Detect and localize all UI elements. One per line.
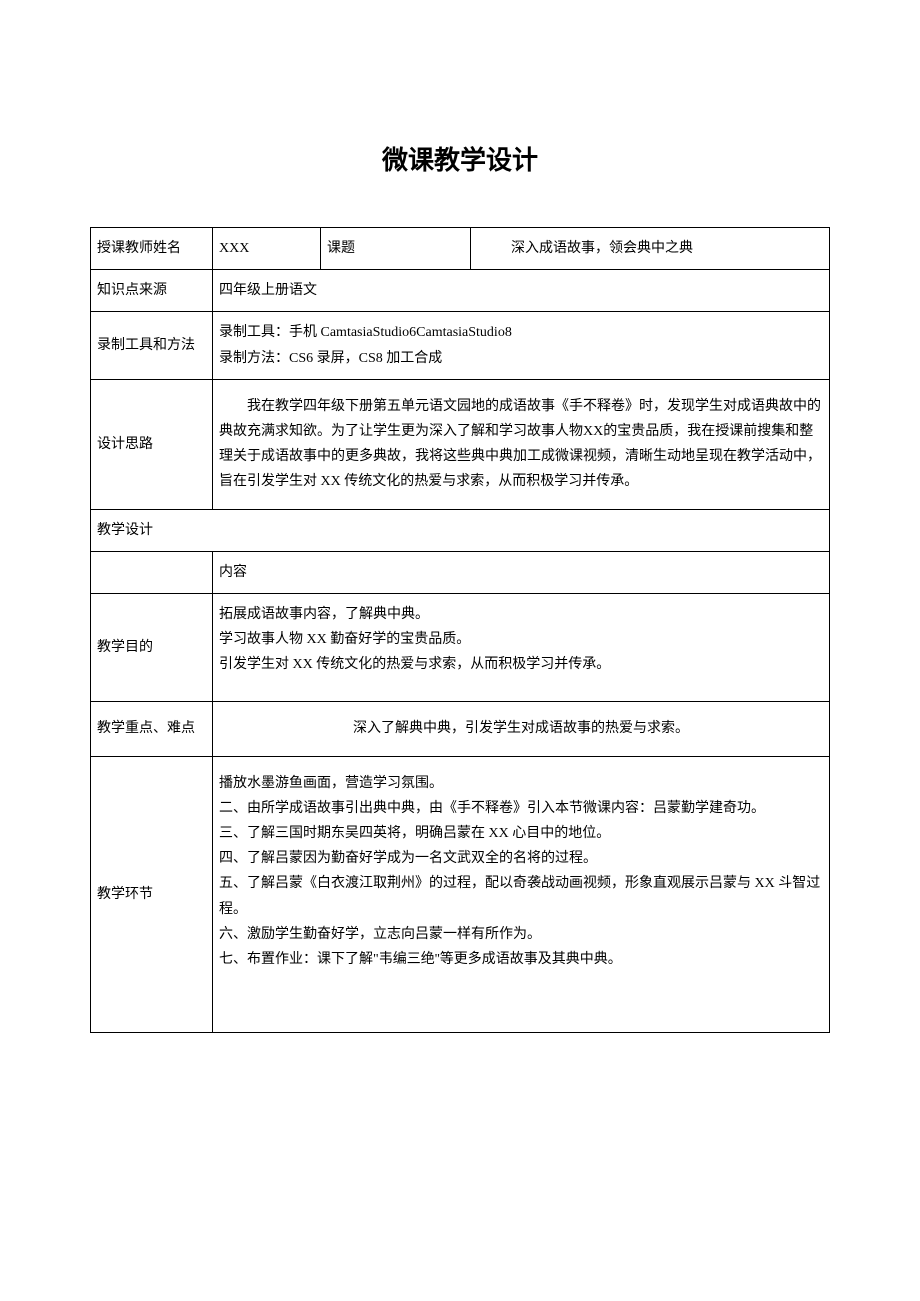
design-idea-label: 设计思路 (91, 379, 213, 509)
lesson-plan-table: 授课教师姓名 XXX 课题 深入成语故事，领会典中之典 知识点来源 四年级上册语… (90, 227, 830, 1033)
source-label: 知识点来源 (91, 270, 213, 312)
step-line7: 七、布置作业：课下了解"韦编三绝''等更多成语故事及其典中典。 (219, 947, 823, 972)
table-row: 教学重点、难点 深入了解典中典，引发学生对成语故事的热爱与求索。 (91, 702, 830, 756)
purpose-line1: 拓展成语故事内容，了解典中典。 (219, 602, 823, 627)
keypoint-label: 教学重点、难点 (91, 702, 213, 756)
teacher-name-value: XXX (213, 228, 321, 270)
purpose-value: 拓展成语故事内容，了解典中典。 学习故事人物 XX 勤奋好学的宝贵品质。 引发学… (213, 593, 830, 702)
purpose-line3: 引发学生对 XX 传统文化的热爱与求索，从而积极学习并传承。 (219, 652, 823, 677)
steps-label: 教学环节 (91, 756, 213, 1033)
tools-line1: 录制工具：手机 CamtasiaStudio6CamtasiaStudio8 (219, 320, 823, 345)
step-line6: 六、激励学生勤奋好学，立志向吕蒙一样有所作为。 (219, 922, 823, 947)
topic-value: 深入成语故事，领会典中之典 (471, 228, 830, 270)
content-header: 内容 (213, 551, 830, 593)
page-title: 微课教学设计 (90, 140, 830, 177)
steps-value: 播放水墨游鱼画面，营造学习氛围。 二、由所学成语故事引出典中典，由《手不释卷》引… (213, 756, 830, 1033)
table-row: 录制工具和方法 录制工具：手机 CamtasiaStudio6CamtasiaS… (91, 312, 830, 379)
table-row: 内容 (91, 551, 830, 593)
table-row: 教学环节 播放水墨游鱼画面，营造学习氛围。 二、由所学成语故事引出典中典，由《手… (91, 756, 830, 1033)
purpose-line2: 学习故事人物 XX 勤奋好学的宝贵品质。 (219, 627, 823, 652)
teaching-design-label: 教学设计 (91, 509, 213, 551)
table-row: 知识点来源 四年级上册语文 (91, 270, 830, 312)
topic-label: 课题 (321, 228, 471, 270)
design-idea-value: 我在教学四年级下册第五单元语文园地的成语故事《手不释卷》时，发现学生对成语典故中… (213, 379, 830, 509)
design-idea-text: 我在教学四年级下册第五单元语文园地的成语故事《手不释卷》时，发现学生对成语典故中… (219, 394, 823, 495)
teacher-name-label: 授课教师姓名 (91, 228, 213, 270)
purpose-label: 教学目的 (91, 593, 213, 702)
tools-label: 录制工具和方法 (91, 312, 213, 379)
table-row: 授课教师姓名 XXX 课题 深入成语故事，领会典中之典 (91, 228, 830, 270)
step-line5: 五、了解吕蒙《白衣渡江取荆州》的过程，配以奇袭战动画视频，形象直观展示吕蒙与 X… (219, 871, 823, 921)
content-label-empty (91, 551, 213, 593)
table-row: 设计思路 我在教学四年级下册第五单元语文园地的成语故事《手不释卷》时，发现学生对… (91, 379, 830, 509)
source-value: 四年级上册语文 (213, 270, 830, 312)
table-row: 教学设计 (91, 509, 830, 551)
step-line2: 二、由所学成语故事引出典中典，由《手不释卷》引入本节微课内容：吕蒙勤学建奇功。 (219, 796, 823, 821)
table-row: 教学目的 拓展成语故事内容，了解典中典。 学习故事人物 XX 勤奋好学的宝贵品质… (91, 593, 830, 702)
tools-value: 录制工具：手机 CamtasiaStudio6CamtasiaStudio8 录… (213, 312, 830, 379)
step-line1: 播放水墨游鱼画面，营造学习氛围。 (219, 771, 823, 796)
teaching-design-empty (213, 509, 830, 551)
step-line3: 三、了解三国时期东吴四英将，明确吕蒙在 XX 心目中的地位。 (219, 821, 823, 846)
keypoint-value: 深入了解典中典，引发学生对成语故事的热爱与求索。 (213, 702, 830, 756)
step-line4: 四、了解吕蒙因为勤奋好学成为一名文武双全的名将的过程。 (219, 846, 823, 871)
tools-line2: 录制方法：CS6 录屏，CS8 加工合成 (219, 346, 823, 371)
